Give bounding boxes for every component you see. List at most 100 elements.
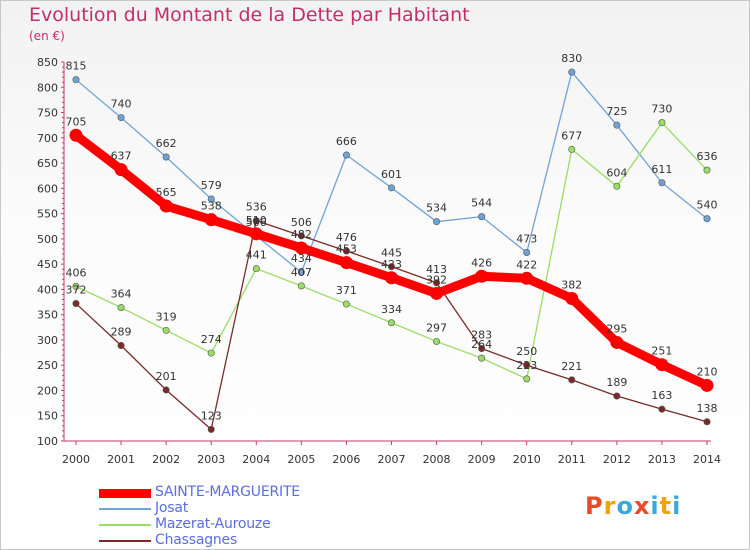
data-point <box>342 300 350 308</box>
data-point <box>613 182 621 190</box>
data-label: 445 <box>381 247 402 260</box>
data-point <box>565 291 579 305</box>
data-point <box>478 213 486 221</box>
data-label: 604 <box>606 166 627 179</box>
data-point <box>523 249 531 257</box>
data-label: 250 <box>516 345 537 358</box>
data-point <box>613 392 621 400</box>
data-label: 666 <box>336 135 357 148</box>
data-label: 453 <box>336 243 357 256</box>
y-tick-label: 750 <box>37 107 58 120</box>
legend-swatch <box>99 524 151 526</box>
data-label: 407 <box>291 266 312 279</box>
data-label: 413 <box>426 263 447 276</box>
data-label: 536 <box>246 201 267 214</box>
data-label: 221 <box>561 360 582 373</box>
legend-label: SAINTE-MARGUERITE <box>155 484 300 500</box>
data-point <box>117 341 125 349</box>
data-point <box>385 271 398 285</box>
data-point <box>433 218 441 226</box>
data-label: 579 <box>201 179 222 192</box>
data-label: 506 <box>291 216 312 229</box>
data-point <box>658 179 666 187</box>
data-label: 372 <box>66 284 87 297</box>
data-point <box>433 279 441 287</box>
data-label: 725 <box>606 105 627 118</box>
data-point <box>72 76 80 84</box>
y-tick-label: 150 <box>37 410 58 423</box>
x-tick-label: 2007 <box>378 453 406 466</box>
data-point <box>703 418 711 426</box>
data-point <box>69 128 83 142</box>
data-point <box>117 114 125 122</box>
x-tick-label: 2004 <box>242 453 270 466</box>
data-label: 223 <box>516 359 537 372</box>
data-point <box>342 247 350 255</box>
data-label: 334 <box>381 303 402 316</box>
data-label: 210 <box>697 365 718 378</box>
data-point <box>387 184 395 192</box>
x-tick-label: 2014 <box>693 453 721 466</box>
data-point <box>520 271 534 285</box>
chart-title: Evolution du Montant de la Dette par Hab… <box>29 4 470 26</box>
data-label: 382 <box>561 278 582 291</box>
data-label: 406 <box>66 266 87 279</box>
data-point <box>207 195 215 203</box>
data-point <box>478 354 486 362</box>
data-label: 506 <box>246 216 267 229</box>
data-label: 297 <box>426 321 447 334</box>
data-point <box>294 241 308 255</box>
data-label: 534 <box>426 202 447 215</box>
y-tick-label: 650 <box>37 157 58 170</box>
legend-label: Mazerat-Aurouze <box>155 516 271 532</box>
data-point <box>523 375 531 383</box>
data-label: 201 <box>156 370 177 383</box>
y-tick-label: 800 <box>37 81 58 94</box>
data-label: 251 <box>651 345 672 358</box>
x-tick-label: 2011 <box>558 453 586 466</box>
data-point <box>297 282 305 290</box>
data-point <box>252 217 260 225</box>
data-label: 544 <box>471 197 492 210</box>
y-tick-label: 700 <box>37 132 58 145</box>
chart-subtitle: (en €) <box>29 29 65 43</box>
data-label: 637 <box>111 150 132 163</box>
data-point <box>387 263 395 271</box>
data-label: 482 <box>291 228 312 241</box>
data-point <box>568 145 576 153</box>
x-tick-label: 2005 <box>287 453 315 466</box>
data-label: 274 <box>201 333 222 346</box>
data-point <box>159 199 173 213</box>
data-point <box>568 376 576 384</box>
y-tick-label: 250 <box>37 359 58 372</box>
data-label: 138 <box>697 402 718 415</box>
data-point <box>610 335 624 349</box>
y-tick-label: 100 <box>37 435 58 448</box>
x-tick-label: 2001 <box>107 453 135 466</box>
y-tick-label: 600 <box>37 182 58 195</box>
data-point <box>252 265 260 273</box>
data-label: 163 <box>651 389 672 402</box>
data-label: 283 <box>471 329 492 342</box>
data-label: 815 <box>66 60 87 73</box>
data-point <box>700 378 714 392</box>
data-point <box>342 151 350 159</box>
data-point <box>703 166 711 174</box>
data-point <box>387 319 395 327</box>
data-point <box>430 286 444 300</box>
data-point <box>162 153 170 161</box>
data-label: 677 <box>561 129 582 142</box>
data-label: 510 <box>246 214 267 227</box>
data-point <box>249 227 263 241</box>
data-point <box>297 268 305 276</box>
data-label: 295 <box>606 322 627 335</box>
data-label: 476 <box>336 231 357 244</box>
data-label: 730 <box>651 103 672 116</box>
data-point <box>568 68 576 76</box>
data-point <box>658 119 666 127</box>
y-tick-label: 850 <box>37 56 58 69</box>
data-label: 123 <box>201 409 222 422</box>
data-point <box>72 282 80 290</box>
data-point <box>72 300 80 308</box>
data-point <box>703 215 711 223</box>
